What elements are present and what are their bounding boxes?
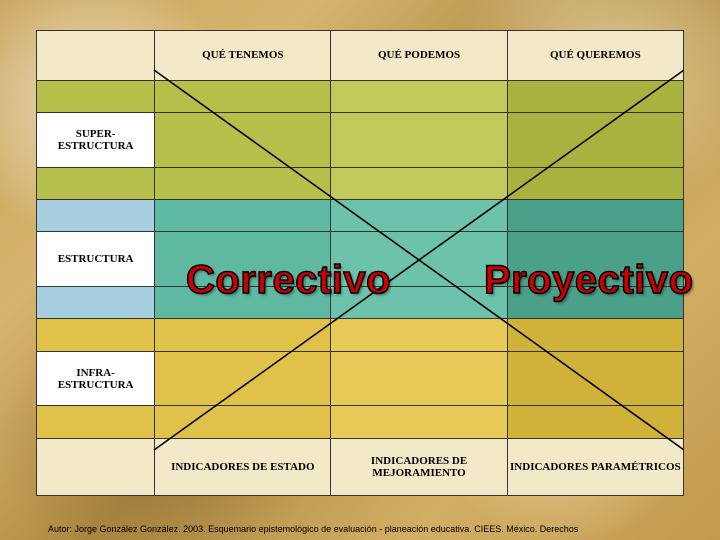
row-header-estructura: ESTRUCTURA <box>37 232 155 287</box>
corner-top-left <box>37 31 155 81</box>
cell <box>507 319 683 351</box>
corner-bottom-left <box>37 438 155 495</box>
col-footer-1: INDICADORES DE ESTADO <box>155 438 331 495</box>
cell <box>331 406 507 438</box>
cell <box>155 113 331 168</box>
cell <box>155 351 331 406</box>
col-footer-2: INDICADORES DE MEJORAMIENTO <box>331 438 507 495</box>
cell <box>507 80 683 112</box>
col-footer-3: INDICADORES PARAMÉTRICOS <box>507 438 683 495</box>
cell <box>507 167 683 199</box>
cell <box>37 319 155 351</box>
credit-line: Autor: Jorge González González. 2003. Es… <box>48 524 578 534</box>
cell <box>331 167 507 199</box>
cell <box>37 167 155 199</box>
col-header-2: QUÉ PODEMOS <box>331 31 507 81</box>
cell <box>331 80 507 112</box>
cell <box>507 113 683 168</box>
cell <box>331 351 507 406</box>
cell <box>155 406 331 438</box>
row-header-infra: INFRA- ESTRUCTURA <box>37 351 155 406</box>
cell <box>507 351 683 406</box>
cell <box>155 319 331 351</box>
cell <box>37 287 155 319</box>
cell <box>155 80 331 112</box>
cell <box>37 200 155 232</box>
cell <box>155 200 331 232</box>
cell <box>37 80 155 112</box>
stamp-correctivo: Correctivo <box>186 258 391 303</box>
cell <box>37 406 155 438</box>
row-header-super: SUPER- ESTRUCTURA <box>37 113 155 168</box>
cell <box>155 167 331 199</box>
cell <box>507 406 683 438</box>
col-header-1: QUÉ TENEMOS <box>155 31 331 81</box>
cell <box>507 200 683 232</box>
matrix-container: QUÉ TENEMOS QUÉ PODEMOS QUÉ QUEREMOS SUP… <box>36 30 684 496</box>
cell <box>331 200 507 232</box>
cell <box>331 319 507 351</box>
cell <box>331 113 507 168</box>
col-header-3: QUÉ QUEREMOS <box>507 31 683 81</box>
stamp-proyectivo: Proyectivo <box>484 258 694 303</box>
